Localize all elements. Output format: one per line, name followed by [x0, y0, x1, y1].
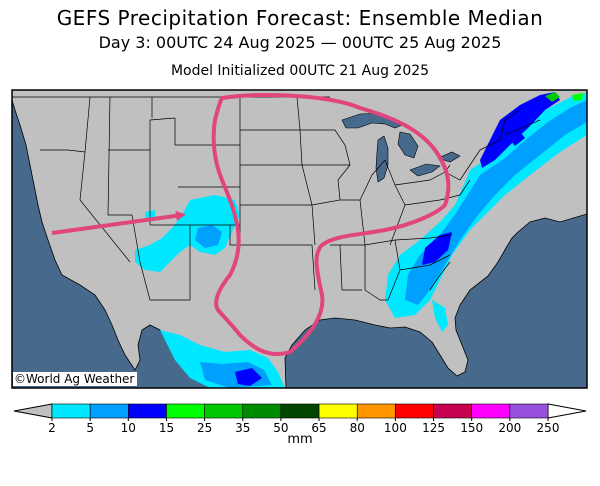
legend-tick-label: 15 [159, 421, 174, 435]
legend-swatch [318, 403, 358, 419]
legend-tick-label: 100 [384, 421, 407, 435]
legend-tick-label: 250 [537, 421, 560, 435]
color-legend: 2 5 10 15 25 35 50 65 80 100 125 150 200 250 [13, 403, 587, 435]
great-lakes [341, 112, 461, 183]
legend-tick-label: 65 [311, 421, 326, 435]
legend-tick-label: 150 [460, 421, 483, 435]
legend-swatch [89, 403, 129, 419]
precip-shading [135, 92, 587, 388]
legend-swatch [166, 403, 205, 419]
map-credit: ©World Ag Weather [13, 372, 138, 386]
legend-tick-label: 200 [498, 421, 521, 435]
valid-period: Day 3: 00UTC 24 Aug 2025 — 00UTC 25 Aug … [98, 33, 502, 52]
legend-swatch [280, 403, 320, 419]
legend-tick-label: 2 [48, 421, 56, 435]
legend-tick-label: 35 [235, 421, 250, 435]
legend-swatch [395, 403, 434, 419]
legend-tick-label: 80 [350, 421, 365, 435]
model-init: Model Initialized 00UTC 21 Aug 2025 [170, 63, 430, 79]
legend-over-triangle [547, 403, 587, 419]
legend-tick-label: 125 [422, 421, 445, 435]
legend-under-triangle [13, 403, 53, 419]
legend-unit: mm [287, 432, 313, 447]
annotation-arrow [51, 210, 186, 235]
legend-tick-label: 10 [121, 421, 136, 435]
forecast-region-outline [211, 93, 451, 356]
legend-swatch [356, 403, 396, 419]
legend-swatch [433, 403, 472, 419]
state-borders [12, 96, 541, 301]
legend-swatch [242, 403, 282, 419]
legend-swatch [471, 403, 511, 419]
legend-tick-label: 50 [273, 421, 288, 435]
legend-swatch [128, 403, 167, 419]
chart-title: GEFS Precipitation Forecast: Ensemble Me… [56, 6, 544, 30]
legend-swatch [51, 403, 91, 419]
legend-tick-label: 5 [86, 421, 94, 435]
map-frame [11, 89, 588, 389]
legend-swatch [509, 403, 549, 419]
legend-tick-label: 25 [197, 421, 212, 435]
legend-swatch [204, 403, 244, 419]
